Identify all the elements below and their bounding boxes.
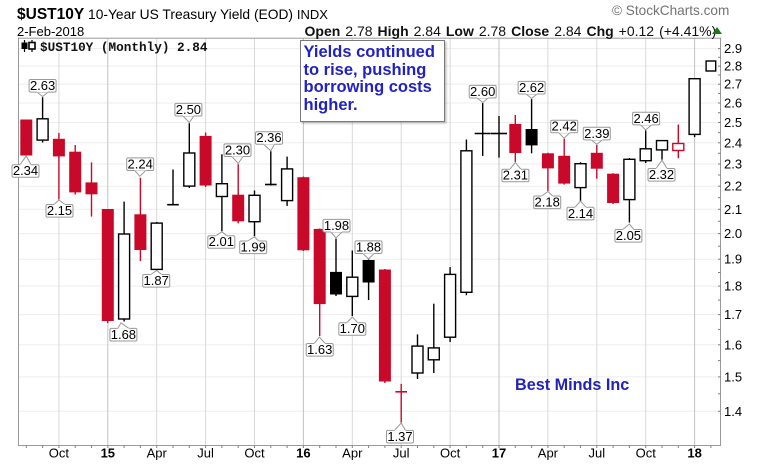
svg-text:2.2: 2.2: [724, 179, 742, 194]
svg-text:Jul: Jul: [393, 446, 410, 461]
svg-text:2.6: 2.6: [724, 96, 742, 111]
svg-text:Oct: Oct: [49, 446, 70, 461]
svg-text:1.5: 1.5: [724, 369, 742, 384]
svg-text:2.18: 2.18: [535, 195, 560, 210]
svg-text:1.8: 1.8: [724, 279, 742, 294]
svg-text:Apr: Apr: [538, 446, 559, 461]
svg-text:17: 17: [492, 446, 506, 461]
svg-text:2.5: 2.5: [724, 115, 742, 130]
svg-text:2.7: 2.7: [724, 77, 742, 92]
svg-text:2.4: 2.4: [724, 135, 742, 150]
svg-text:1.68: 1.68: [111, 327, 136, 342]
svg-text:2.32: 2.32: [649, 167, 674, 182]
svg-text:Jul: Jul: [197, 446, 214, 461]
svg-text:2.46: 2.46: [633, 111, 658, 126]
svg-text:2.0: 2.0: [724, 226, 742, 241]
svg-text:2.15: 2.15: [47, 203, 72, 218]
svg-text:2.3: 2.3: [724, 157, 742, 172]
svg-text:2.39: 2.39: [584, 126, 609, 141]
svg-text:Oct: Oct: [636, 446, 657, 461]
svg-text:Oct: Oct: [440, 446, 461, 461]
svg-text:2.42: 2.42: [552, 119, 577, 134]
svg-text:2.14: 2.14: [568, 206, 593, 221]
svg-text:1.37: 1.37: [387, 429, 412, 444]
svg-text:1.9: 1.9: [724, 252, 742, 267]
svg-text:2.62: 2.62: [519, 80, 544, 95]
svg-text:1.87: 1.87: [144, 273, 169, 288]
svg-text:1.7: 1.7: [724, 307, 742, 322]
svg-text:2.24: 2.24: [128, 156, 153, 171]
svg-text:15: 15: [101, 446, 115, 461]
svg-text:1.63: 1.63: [307, 342, 332, 357]
svg-text:2.8: 2.8: [724, 59, 742, 74]
svg-text:1.6: 1.6: [724, 337, 742, 352]
svg-text:1.88: 1.88: [356, 239, 381, 254]
svg-text:Jul: Jul: [588, 446, 605, 461]
svg-text:2.30: 2.30: [225, 142, 250, 157]
svg-text:2.60: 2.60: [470, 84, 495, 99]
svg-text:16: 16: [296, 446, 310, 461]
svg-text:18: 18: [687, 446, 701, 461]
svg-text:2.34: 2.34: [13, 163, 38, 178]
svg-text:2.05: 2.05: [616, 228, 641, 243]
svg-text:Apr: Apr: [342, 446, 363, 461]
svg-text:2.1: 2.1: [724, 202, 742, 217]
svg-text:1.99: 1.99: [241, 240, 266, 255]
svg-text:1.70: 1.70: [340, 321, 365, 336]
svg-text:1.4: 1.4: [724, 404, 742, 419]
svg-text:Oct: Oct: [244, 446, 265, 461]
svg-text:1.98: 1.98: [324, 218, 349, 233]
svg-text:2.50: 2.50: [176, 102, 201, 117]
svg-text:2.63: 2.63: [30, 78, 55, 93]
svg-text:2.31: 2.31: [503, 168, 528, 183]
svg-text:Apr: Apr: [147, 446, 168, 461]
svg-text:2.01: 2.01: [209, 234, 234, 249]
svg-text:2.9: 2.9: [724, 41, 742, 56]
svg-text:2.36: 2.36: [256, 130, 281, 145]
